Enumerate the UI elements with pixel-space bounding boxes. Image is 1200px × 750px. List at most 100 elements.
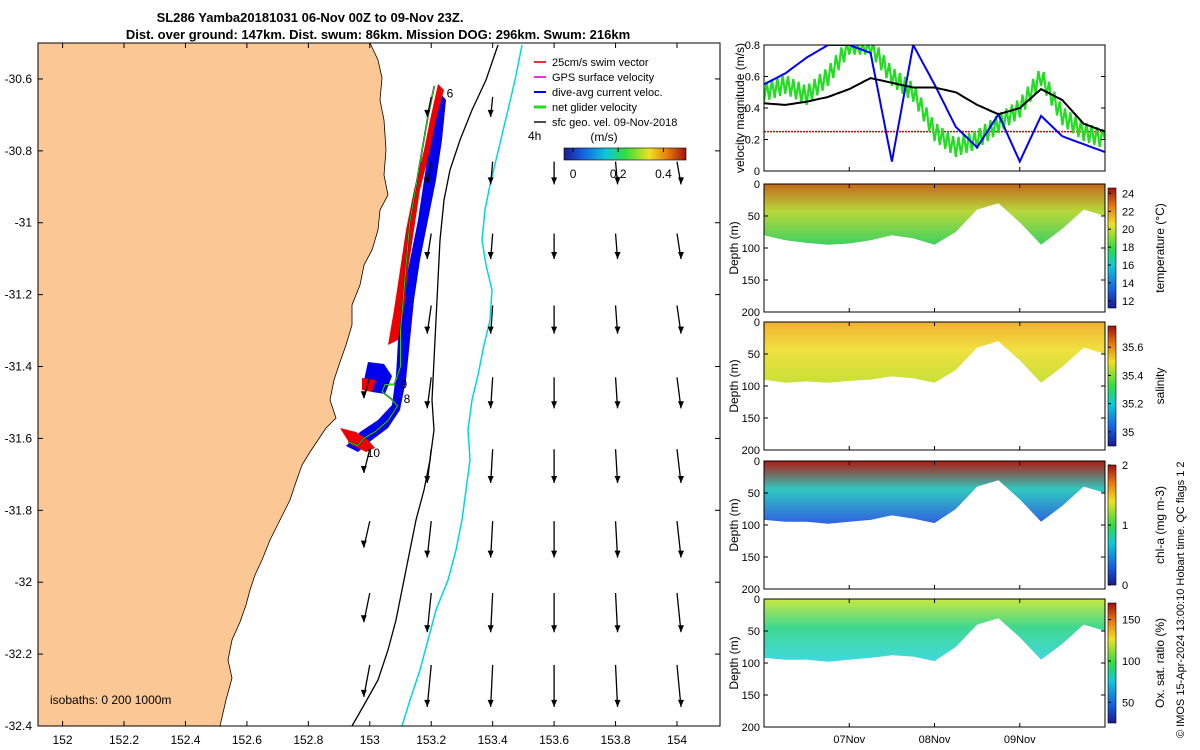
section-cbar-label: 14 [1122,278,1134,290]
geo-arrow-head [424,177,431,185]
map-ytick-label: -32 [15,575,33,589]
section-ylabel: Depth (m) [727,359,741,412]
section-ytick-label: 100 [742,381,760,393]
section-cbar-label: 18 [1122,242,1134,254]
section-ytick-label: 100 [742,520,760,532]
map-y-ticks: -30.6 -30.8 -31 -31.2 -31.4 -31.6 -31.8 -32 -32.… [5,72,720,733]
section-panel-1: 0 50 100 150 200 Depth (m) 12 14 16 18 20 22 24 tempe… [727,179,1167,319]
map-xtick-label: 153.2 [416,733,446,747]
isobath-200m [351,44,499,726]
legend-label-geo: sfc geo. vel. 09-Nov-2018 [552,117,677,129]
legend-label-gps: GPS surface velocity [552,72,655,84]
section-cbar-label: 35.4 [1122,370,1143,382]
geo-arrow-head [424,326,431,334]
geo-arrow-head [487,550,494,558]
section-cbar-label: 16 [1122,260,1134,272]
geo-arrow-head [677,177,684,185]
section-ytick-label: 200 [742,722,760,734]
section-ytick-label: 100 [742,243,760,255]
figure-title-line2: Dist. over ground: 147km. Dist. swum: 86… [126,27,630,42]
section-ytick-label: 150 [742,552,760,564]
section-ylabel: Depth (m) [727,498,741,551]
geo-arrow-head [551,475,558,483]
map-ytick-label: -32.2 [5,647,33,661]
section-cbar-label: 22 [1122,206,1134,218]
section-ytick-label: 50 [748,211,760,223]
geo-arrow-head [487,177,494,185]
map-ytick-label: -31.2 [5,288,33,302]
figure-title-line1: SL286 Yamba20181031 06-Nov 00Z to 09-Nov… [157,10,464,25]
day-markers: 6 89 10 [367,86,454,459]
day-marker-label: 8 [404,392,411,406]
geo-arrow-head [487,109,494,117]
legend-label-swim: 25cm/s swim vector [552,57,649,69]
section-cbar-label: 2 [1122,460,1128,472]
time-axis-ticks: 07Nov 08Nov 09Nov [833,167,1036,746]
geo-arrow-head [487,625,494,633]
velocity-y-ticks: 0 0.2 0.4 0.6 0.8 [745,40,1105,178]
map-colorbar-title: (m/s) [590,130,617,144]
section-ylabel: Depth (m) [727,221,741,274]
map-x-ticks: 152 152.2 152.4 152.6 152.8 153 153.2 153.4 153.… [53,43,687,747]
geo-arrow-head [614,252,621,260]
geo-arrow-head [551,625,558,633]
section-cbar-label: 1 [1122,520,1128,532]
map-ytick-label: -31.6 [5,431,33,445]
net-glider-velocity-track [348,85,435,447]
section-cbar-label: 24 [1122,188,1134,200]
day-marker-label: 6 [447,86,454,100]
dive-avg-current-speed-line [764,45,1105,165]
section-ytick-label: 0 [754,594,760,606]
geo-arrow-head [677,401,684,409]
section-colorbar [1107,325,1117,447]
geo-arrow-head [360,540,367,548]
section-ytick-label: 200 [742,445,760,457]
scale-label-4h: 4h [528,129,541,143]
section-cbar-title: temperature (°C) [1153,203,1167,293]
geo-arrow-head [614,401,621,409]
geo-arrow-head [551,699,558,707]
velocity-ytick-label: 0.8 [745,40,760,52]
time-tick-label: 08Nov [919,734,951,746]
section-cbar-label: 35.6 [1122,342,1143,354]
section-panel-2: 0 50 100 150 200 Depth (m) 35 35.2 35.4 35.6 salin… [727,317,1167,457]
section-ytick-label: 0 [754,179,760,191]
map-xtick-label: 152.6 [232,733,262,747]
section-ytick-label: 150 [742,690,760,702]
geo-arrow-head [487,326,494,334]
map-xtick-label: 152.2 [109,733,139,747]
map-frame [37,42,721,727]
map-ytick-label: -31.8 [5,503,33,517]
geo-arrow-head [424,475,431,483]
geo-arrow-head [614,475,621,483]
geo-arrow-head [424,625,431,633]
map-ytick-label: -30.6 [5,72,33,86]
map-ytick-label: -30.8 [5,144,33,158]
map-legend: 25cm/s swim vector GPS surface velocity … [530,52,710,132]
section-cbar-label: 35.2 [1122,399,1143,411]
section-cbar-label: 20 [1122,224,1134,236]
map-panel: 6 89 10 152 152.2 152.4 152.6 152.8 153 153.2 153… [5,42,721,747]
geo-arrow-head [487,475,494,483]
map-colorbar-ticks: 0 0.2 0.4 [570,148,672,181]
swim-vector-swath [388,84,444,345]
geo-arrow-head [360,391,367,399]
geo-arrow-head [360,465,367,473]
map-xtick-label: 154 [667,733,687,747]
section-ytick-label: 50 [748,488,760,500]
section-ytick-label: 200 [742,584,760,596]
geo-arrow-head [551,177,558,185]
section-field [764,184,1105,245]
section-field [764,461,1105,524]
credit-text: © IMOS 15-Apr-2024 13:00:10 Hobart time.… [1175,461,1187,738]
section-cbar-label: 50 [1122,697,1134,709]
sfc-geo-speed-line [764,77,1105,133]
geo-arrow-head [614,177,621,185]
velocity-panel: 0 0.2 0.4 0.6 0.8 velocity magnitude (m/s) [733,40,1106,178]
velocity-ytick-label: 0 [754,166,760,178]
map-cbar-tick-label: 0.2 [610,167,627,181]
map-xtick-label: 153 [360,733,380,747]
geo-arrow-head [677,550,684,558]
map-cbar-tick-label: 0 [570,167,577,181]
